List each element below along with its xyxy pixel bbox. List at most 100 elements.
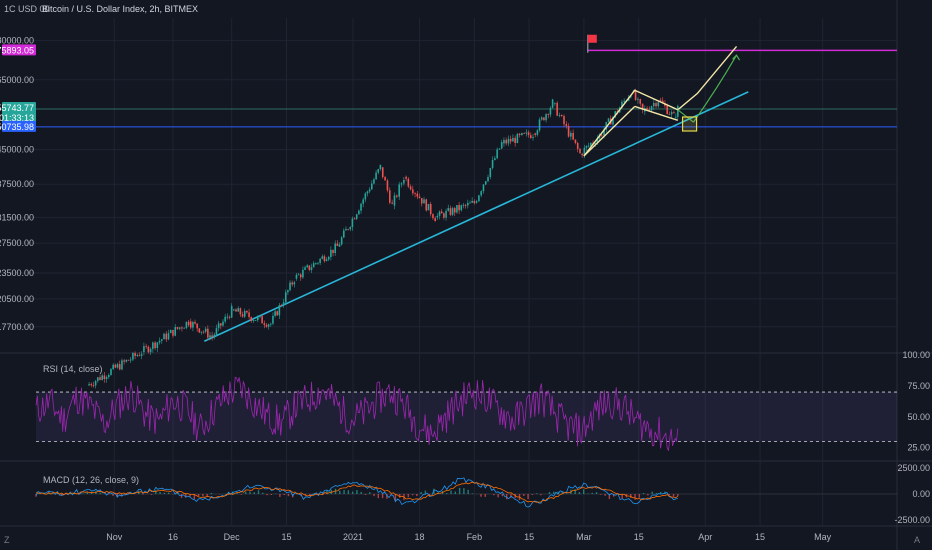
macd-histogram-bar <box>347 490 350 494</box>
candle-body <box>567 125 570 137</box>
candle-body <box>332 249 334 254</box>
candle-body <box>118 364 121 370</box>
candle-body <box>574 139 577 144</box>
candle-body <box>634 91 637 100</box>
candle-body <box>304 267 306 270</box>
candle-body <box>254 320 257 321</box>
macd-histogram-bar <box>253 492 255 494</box>
target-box[interactable] <box>681 116 698 132</box>
candle-body <box>498 148 501 150</box>
macd-histogram-bar <box>651 491 653 494</box>
candle-body <box>368 189 371 192</box>
price-badge[interactable] <box>2 120 36 132</box>
macd-histogram-bar <box>446 493 448 494</box>
candle-body <box>154 342 156 349</box>
candle-body <box>659 99 662 101</box>
currency-label: 1C USD 00 <box>4 4 50 14</box>
wedge-left[interactable] <box>583 105 636 157</box>
candle-body <box>138 355 141 356</box>
candle-body <box>101 375 104 380</box>
price-badge[interactable] <box>2 101 36 113</box>
candle-body <box>209 335 211 338</box>
macd-histogram-bar <box>505 494 508 500</box>
candle-body <box>163 333 165 340</box>
candle-body <box>491 160 494 169</box>
macd-histogram-bar <box>399 494 401 498</box>
macd-title: MACD (12, 26, close, 9) <box>43 475 139 485</box>
candle-body <box>241 314 244 317</box>
candle-body <box>243 310 246 317</box>
macd-histogram-bar <box>574 489 576 494</box>
candle-body <box>438 211 441 216</box>
macd-histogram-bar <box>612 494 615 497</box>
candle-body <box>405 176 407 179</box>
candle-body <box>621 101 623 108</box>
macd-histogram-bar <box>458 487 461 494</box>
candle-body <box>289 282 291 291</box>
candle-body <box>521 133 523 136</box>
candle-body <box>259 316 261 317</box>
macd-histogram-bar <box>621 494 623 499</box>
price-tick-label: 45000.00 <box>0 145 34 155</box>
macd-pane[interactable] <box>35 477 897 508</box>
candle-body <box>156 342 159 349</box>
price-badge[interactable] <box>2 44 36 56</box>
symbol-title: Bitcoin / U.S. Dollar Index, 2h, BITMEX <box>42 4 198 14</box>
macd-histogram-bar <box>343 489 345 494</box>
candle-body <box>187 321 190 326</box>
macd-histogram-bar <box>638 494 641 498</box>
candle-body <box>239 308 242 315</box>
candle-body <box>256 316 259 321</box>
rsi-line[interactable] <box>35 376 679 451</box>
candle-body <box>641 103 644 110</box>
candle-body <box>464 204 467 206</box>
candle-body <box>110 369 112 376</box>
macd-histogram-bar <box>535 493 538 494</box>
macd-histogram-bar <box>373 494 375 497</box>
price-badge[interactable] <box>2 111 36 123</box>
candle-body <box>646 108 648 110</box>
projection-down[interactable] <box>677 109 694 123</box>
candle-body <box>291 282 293 285</box>
macd-histogram-bar <box>99 492 101 494</box>
candle-body <box>614 111 617 118</box>
candle-body <box>661 100 664 104</box>
candle-body <box>88 384 90 386</box>
candle-body <box>360 203 362 211</box>
candle-body <box>509 138 512 142</box>
macd-histogram-bar <box>548 492 551 494</box>
macd-histogram-bar <box>176 492 178 494</box>
macd-histogram-bar <box>326 490 328 494</box>
time-tick-label: Nov <box>106 532 123 542</box>
zoom-icon[interactable]: Z <box>4 535 10 545</box>
time-tick-label: 15 <box>281 532 291 542</box>
projection-up[interactable] <box>693 54 738 123</box>
macd-histogram-bar <box>480 494 482 497</box>
candle-body <box>321 256 324 259</box>
macd-histogram-bar <box>167 492 170 494</box>
candle-body <box>630 96 632 98</box>
candle-body <box>412 189 414 194</box>
candle-body <box>657 102 660 107</box>
candle-body <box>425 199 428 211</box>
macd-line[interactable] <box>35 477 678 508</box>
price-pane[interactable] <box>0 34 897 389</box>
rsi-tick-label: 50.00 <box>907 412 930 422</box>
time-axis[interactable]: Nov 16 Dec 15 2021 18 Feb 15 Mar 15 Apr 15 May <box>106 532 831 542</box>
price-axis[interactable]: 80000.00 65000.00 45000.00 37500.00 31500.00… <box>0 35 930 524</box>
rsi-pane[interactable] <box>35 376 897 451</box>
wedge-upper[interactable] <box>583 45 738 157</box>
signal-line[interactable] <box>35 481 679 503</box>
wedge-lower[interactable] <box>634 105 679 122</box>
candle-body <box>125 359 128 362</box>
candle-body <box>306 265 309 268</box>
auto-scale-icon[interactable]: A <box>914 535 920 545</box>
macd-histogram-bar <box>394 494 397 502</box>
candle-body <box>336 243 339 246</box>
candle-body <box>500 142 503 149</box>
candle-body <box>529 135 532 139</box>
flag-icon[interactable] <box>587 34 597 43</box>
candle-body <box>547 114 550 115</box>
trendline[interactable] <box>203 91 749 343</box>
macd-histogram-bar <box>334 488 337 494</box>
